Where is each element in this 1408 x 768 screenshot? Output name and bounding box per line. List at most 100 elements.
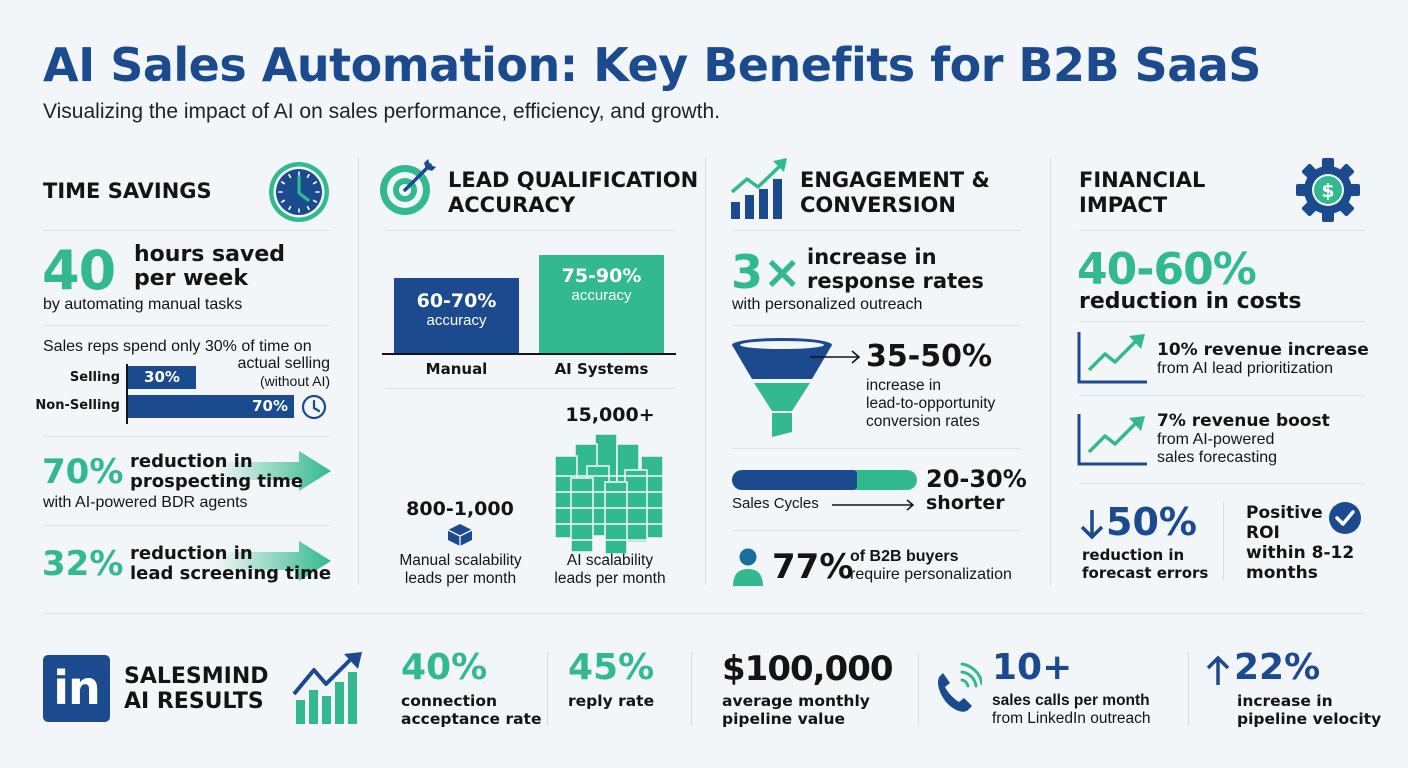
arrow-down-icon: [1080, 508, 1104, 544]
engagement-heading: ENGAGEMENT & CONVERSION: [800, 168, 990, 218]
roi-line4: months: [1246, 563, 1318, 583]
sales-cycles-label: Sales Cycles: [732, 495, 819, 512]
divider: [1079, 321, 1365, 322]
funnel-icon: [732, 337, 832, 443]
divider: [43, 230, 330, 231]
bar-manual-unit: accuracy: [426, 312, 487, 329]
heading-line2: CONVERSION: [800, 193, 956, 217]
time-savings-heading: TIME SAVINGS: [43, 179, 212, 203]
roi-line1: Positive: [1246, 503, 1323, 523]
forecast-value: 50%: [1106, 500, 1197, 544]
prospecting-line1: reduction in: [130, 451, 253, 472]
stat-pipeline-label: average monthly pipeline value: [722, 692, 870, 728]
small-clock-icon: [301, 394, 327, 424]
column-divider: [705, 157, 706, 585]
stat-line2: acceptance rate: [401, 710, 542, 728]
lead-qualification-heading: LEAD QUALIFICATION ACCURACY: [448, 168, 698, 218]
divider: [732, 448, 1021, 449]
heading-line1: ENGAGEMENT &: [800, 168, 990, 192]
stat-line2: pipeline value: [722, 710, 846, 728]
response-sub: with personalized outreach: [732, 296, 923, 313]
column-divider: [358, 157, 359, 585]
prospecting-value: 70%: [42, 452, 124, 492]
forecast-label: reduction in forecast errors: [1082, 546, 1208, 582]
divider: [732, 325, 1021, 326]
screening-line1: reduction in: [130, 543, 253, 564]
revenue-item-2-desc: from AI-powered sales forecasting: [1157, 431, 1277, 467]
arrow-right-icon: [810, 349, 862, 369]
screening-label: reduction in lead screening time: [130, 544, 331, 584]
revenue-item-1-title: 10% revenue increase: [1157, 340, 1369, 360]
time-split-caption-2: actual selling: [237, 355, 331, 372]
sales-cycle-bar-fill: [732, 470, 857, 490]
svg-text:$: $: [1321, 180, 1334, 202]
screening-line2: lead screening time: [130, 563, 332, 584]
heading-line1: LEAD QUALIFICATION: [448, 168, 699, 192]
bar-label-manual: Manual: [425, 360, 488, 378]
ai-scalability-label: AI scalability leads per month: [530, 552, 690, 588]
bar-ai-value: 75-90%: [561, 265, 642, 287]
divider: [732, 230, 1021, 231]
hours-saved-label: hours saved per week: [134, 243, 285, 291]
baseline: [382, 353, 676, 355]
stat-velocity-label: increase in pipeline velocity: [1237, 692, 1381, 728]
revenue-item-2-line1: from AI-powered: [1157, 431, 1275, 448]
page-title: AI Sales Automation: Key Benefits for B2…: [43, 38, 1261, 92]
buyers-value: 77%: [772, 547, 854, 587]
manual-line2: leads per month: [404, 570, 517, 587]
costs-value: 40-60%: [1077, 244, 1257, 295]
manual-scalability-label: Manual scalability leads per month: [378, 552, 543, 588]
clock-icon: [267, 160, 331, 228]
sales-cycles-sub: shorter: [926, 492, 1005, 514]
stat-line2: from LinkedIn outreach: [992, 710, 1151, 727]
response-label: increase in response rates: [807, 245, 984, 293]
prospecting-line2: prospecting time: [130, 471, 304, 492]
prospecting-label: reduction in prospecting time: [130, 452, 303, 492]
divider: [43, 436, 330, 437]
divider: [43, 325, 330, 326]
divider: [1223, 502, 1224, 580]
bar-label-selling: Selling: [69, 370, 120, 385]
arrow-right-icon: [832, 497, 916, 516]
buyers-line1: of B2B buyers: [850, 548, 959, 565]
stat-line2: pipeline velocity: [1237, 710, 1382, 728]
conversion-line1: increase in: [866, 377, 941, 394]
ai-line2: leads per month: [554, 570, 666, 587]
conversion-label: increase in lead-to-opportunity conversi…: [866, 377, 995, 431]
revenue-chart-icon: [1077, 332, 1147, 388]
divider: [691, 652, 692, 726]
revenue-item-2-title: 7% revenue boost: [1157, 411, 1330, 431]
hours-saved-sub: by automating manual tasks: [43, 296, 243, 313]
divider: [1079, 395, 1365, 396]
bar-label-ai: AI Systems: [554, 360, 649, 378]
stat-pipeline-value: $100,000: [722, 649, 894, 689]
response-line1: increase in: [807, 245, 937, 269]
conversion-line2: lead-to-opportunity: [866, 395, 996, 412]
forecast-line1: reduction in: [1082, 546, 1185, 564]
buyers-label: of B2B buyers require personalization: [850, 548, 1012, 584]
hours-saved-line1: hours saved: [134, 242, 285, 267]
arrow-up-icon: [1206, 655, 1230, 691]
sales-cycles-value: 20-30%: [926, 465, 1027, 493]
axis-line: [126, 364, 128, 424]
single-cube-icon: [447, 523, 473, 551]
stat-line1: sales calls per month: [992, 692, 1150, 709]
roi-line3: within 8-12: [1246, 543, 1355, 563]
revenue-item-2-line2: sales forecasting: [1157, 449, 1278, 466]
bar-selling: 30%: [128, 366, 196, 389]
growth-bars-icon: [292, 652, 364, 728]
arrow-right-icon: [215, 451, 331, 495]
conversion-value: 35-50%: [866, 339, 993, 374]
bar-manual-value: 60-70%: [416, 290, 497, 312]
conversion-line3: conversion rates: [866, 413, 980, 430]
bar-manual: 60-70% accuracy: [394, 278, 519, 354]
divider: [43, 525, 330, 526]
hours-saved-line2: per week: [134, 266, 248, 291]
hours-saved-value: 40: [42, 239, 116, 302]
divider: [918, 652, 919, 726]
person-icon: [732, 548, 764, 590]
divider: [732, 530, 1021, 531]
sales-cycle-bar: [732, 470, 917, 490]
divider: [1079, 230, 1365, 231]
stat-calls-value: 10+: [992, 647, 1073, 688]
